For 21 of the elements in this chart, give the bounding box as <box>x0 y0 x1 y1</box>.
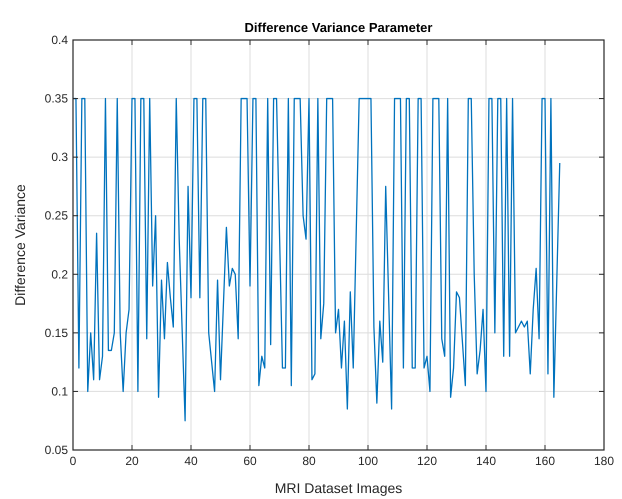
y-tick-label: 0.4 <box>51 33 68 47</box>
x-tick-label: 180 <box>594 454 614 468</box>
y-tick-label: 0.35 <box>44 92 68 106</box>
y-tick-label: 0.05 <box>44 443 68 457</box>
x-tick-label: 100 <box>358 454 378 468</box>
x-tick-label: 40 <box>184 454 198 468</box>
y-tick-label: 0.25 <box>44 208 68 223</box>
y-tick-label: 0.2 <box>51 267 68 282</box>
x-axis-title: MRI Dataset Images <box>274 480 402 496</box>
x-tick-label: 80 <box>302 454 316 468</box>
y-tick-label: 0.3 <box>51 150 68 164</box>
x-tick-label: 120 <box>416 454 438 468</box>
x-tick-label: 20 <box>125 454 139 468</box>
x-tick-label: 0 <box>70 454 77 468</box>
y-axis-title: Difference Variance <box>12 184 28 306</box>
x-tick-label: 160 <box>534 454 556 468</box>
y-tick-label: 0.1 <box>51 384 68 398</box>
chart-title: Difference Variance Parameter <box>244 20 432 35</box>
y-tick-label: 0.15 <box>44 326 68 340</box>
x-tick-label: 140 <box>476 454 496 468</box>
x-tick-label: 60 <box>243 454 257 468</box>
